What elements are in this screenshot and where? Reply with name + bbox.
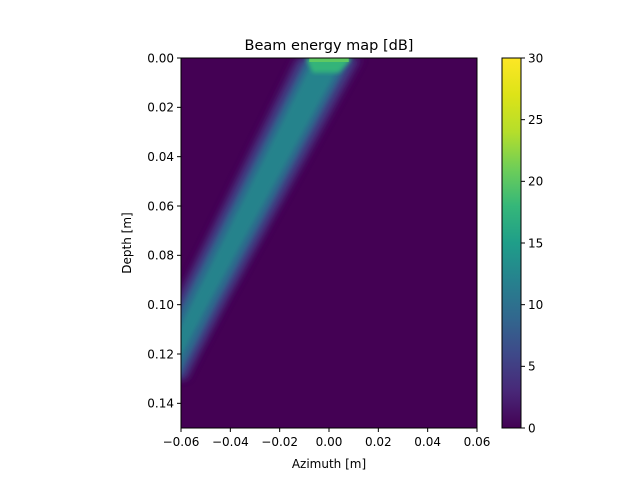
colorbar-gradient [502, 58, 521, 428]
x-tick-label: 0.00 [316, 435, 343, 449]
beam-source-peak [309, 58, 349, 62]
colorbar-tick-label: 10 [528, 298, 543, 312]
y-tick-label: 0.10 [147, 298, 174, 312]
beam-region [181, 58, 363, 379]
heatmap-plot [181, 58, 477, 428]
colorbar: 0 5 10 15 20 25 30 [501, 51, 543, 435]
x-axis-label: Azimuth [m] [292, 457, 366, 471]
colorbar-tick-label: 5 [528, 360, 536, 374]
beam-mid-band [181, 58, 357, 379]
y-tick-label: 0.08 [147, 249, 174, 263]
x-tick-label: 0.02 [365, 435, 392, 449]
y-tick-label: 0.06 [147, 199, 174, 213]
y-tick-label: 0.04 [147, 150, 174, 164]
colorbar-tick-label: 25 [528, 113, 543, 127]
x-tick-label: −0.06 [163, 435, 200, 449]
colorbar-tick-label: 30 [528, 51, 543, 65]
colorbar-ticks: 0 5 10 15 20 25 30 [521, 51, 543, 435]
y-axis: 0.00 0.02 0.04 0.06 0.08 0.10 0.12 0.14 [147, 51, 181, 411]
y-tick-label: 0.12 [147, 347, 174, 361]
x-tick-label: 0.06 [464, 435, 491, 449]
x-tick-label: −0.02 [261, 435, 298, 449]
colorbar-tick-label: 20 [528, 175, 543, 189]
y-tick-label: 0.02 [147, 101, 174, 115]
x-tick-label: −0.04 [212, 435, 249, 449]
beam-outer-band [181, 58, 363, 379]
colorbar-tick-label: 0 [528, 421, 536, 435]
colorbar-tick-label: 15 [528, 236, 543, 250]
y-tick-label: 0.00 [147, 51, 174, 65]
x-tick-label: 0.04 [414, 435, 441, 449]
chart-title: Beam energy map [dB] [245, 38, 414, 54]
y-tick-label: 0.14 [147, 397, 174, 411]
x-axis: −0.06 −0.04 −0.02 0.00 0.02 0.04 0.06 [163, 428, 491, 449]
y-axis-label: Depth [m] [120, 212, 134, 273]
